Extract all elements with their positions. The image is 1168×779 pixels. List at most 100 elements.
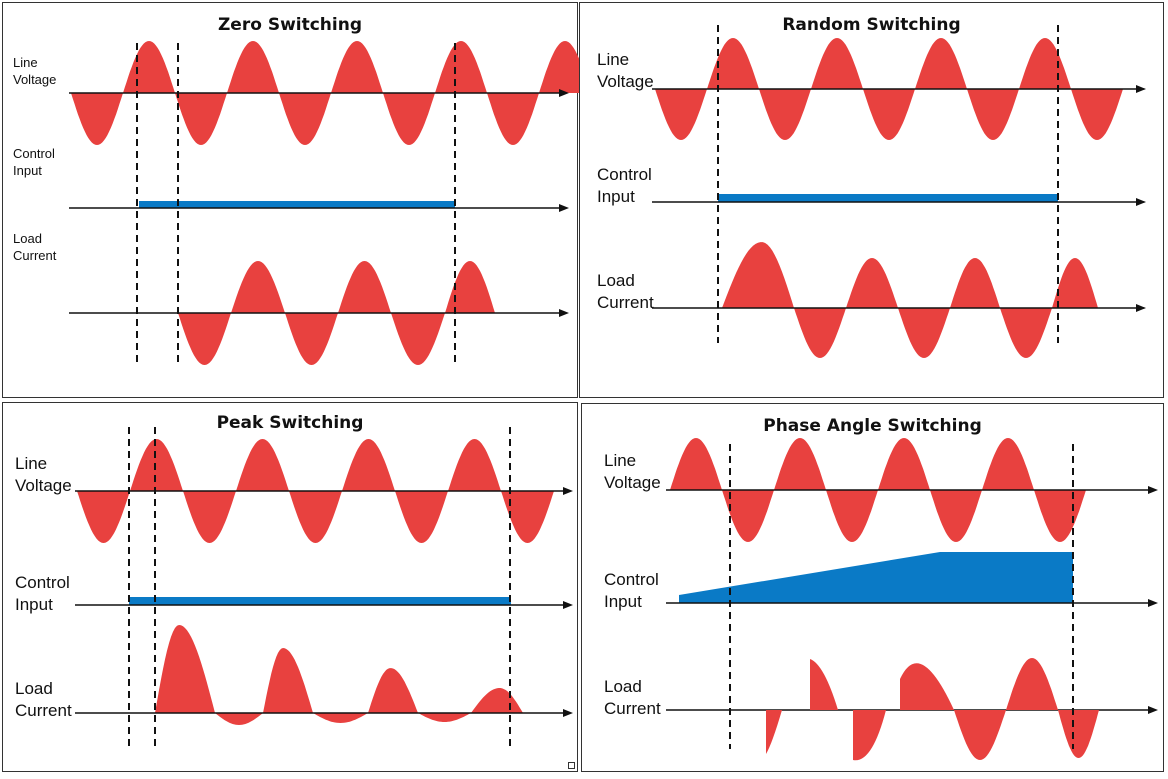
axis-arrowhead — [563, 487, 573, 495]
negative-half-cycle — [794, 308, 846, 358]
control-input-signal — [718, 194, 1058, 202]
negative-half-cycle — [898, 308, 950, 358]
positive-half-cycle — [811, 38, 863, 89]
axis-arrowhead — [559, 89, 569, 97]
positive-half-cycle — [123, 41, 175, 93]
control-input-label: Control Input — [604, 570, 659, 612]
panel-zero-switching: Zero Switching Line Voltage Control Input … — [2, 2, 579, 398]
negative-half-cycle — [1000, 308, 1052, 358]
positive-half-cycle — [130, 439, 183, 491]
peak-switching-waveforms — [75, 427, 573, 751]
positive-half-cycle — [236, 439, 289, 491]
positive-half-cycle — [722, 242, 794, 308]
axis-arrowhead — [1148, 486, 1158, 494]
positive-half-cycle — [1052, 258, 1098, 308]
panel-title: Random Switching — [782, 15, 961, 35]
negative-half-cycle — [1034, 490, 1086, 542]
control-input-signal — [129, 597, 511, 605]
positive-half-cycle — [1019, 38, 1071, 89]
negative-half-cycle — [487, 93, 539, 145]
positive-half-cycle — [950, 258, 1000, 308]
control-input-label: Control Input — [15, 573, 70, 615]
positive-half-cycle — [878, 438, 930, 490]
load-current-label: Load Current — [15, 679, 72, 721]
control-input-label: Control Input — [597, 165, 652, 207]
positive-half-cycle — [231, 261, 285, 313]
negative-half-cycle — [930, 490, 982, 542]
negative-half-cycle — [967, 89, 1019, 140]
positive-half-cycle — [846, 258, 898, 308]
panel-peak-switching: Peak Switching Line Voltage Control Input … — [2, 402, 578, 772]
control-input-signal — [139, 201, 455, 208]
negative-half-cycle — [71, 93, 123, 145]
negative-half-cycle — [655, 89, 707, 140]
positive-half-cycle — [707, 38, 759, 89]
panel-title: Phase Angle Switching — [763, 416, 982, 436]
negative-half-cycle — [954, 710, 1006, 760]
axis-arrowhead — [1148, 706, 1158, 714]
random-switching-waveforms — [652, 25, 1146, 358]
negative-half-cycle — [863, 89, 915, 140]
line-voltage-label: Line Voltage — [13, 55, 57, 87]
negative-half-cycle — [279, 93, 331, 145]
negative-half-cycle — [766, 710, 782, 754]
positive-half-cycle — [774, 438, 826, 490]
axis-arrowhead — [563, 709, 573, 717]
zero-switching-waveforms — [69, 41, 579, 365]
negative-half-cycle — [1071, 89, 1123, 140]
positive-half-cycle — [338, 261, 391, 313]
negative-half-cycle — [215, 713, 263, 725]
positive-half-cycle — [155, 625, 215, 713]
positive-half-cycle — [368, 668, 418, 713]
load-current-label: Load Current — [597, 271, 654, 313]
positive-half-cycle — [331, 41, 383, 93]
negative-half-cycle — [383, 93, 435, 145]
negative-half-cycle — [826, 490, 878, 542]
positive-half-cycle — [227, 41, 279, 93]
negative-half-cycle — [501, 491, 554, 543]
positive-half-cycle — [435, 41, 487, 93]
axis-arrowhead — [563, 601, 573, 609]
negative-half-cycle — [178, 313, 231, 365]
axis-arrowhead — [1136, 85, 1146, 93]
axis-arrowhead — [559, 204, 569, 212]
positive-half-cycle — [263, 648, 313, 713]
panel-random-switching: Random Switching Line Voltage Control Inpu… — [579, 2, 1164, 398]
negative-half-cycle — [313, 713, 368, 723]
axis-arrowhead — [559, 309, 569, 317]
negative-half-cycle — [175, 93, 227, 145]
line-voltage-label: Line Voltage — [597, 50, 654, 92]
negative-half-cycle — [418, 713, 471, 722]
line-voltage-label: Line Voltage — [15, 454, 72, 496]
positive-half-cycle — [539, 41, 579, 93]
load-current-label: Load Current — [13, 231, 57, 263]
positive-half-cycle — [810, 659, 838, 710]
axis-arrowhead — [1148, 599, 1158, 607]
line-voltage-label: Line Voltage — [604, 451, 661, 493]
axis-arrowhead — [1136, 304, 1146, 312]
phase-angle-switching-waveforms — [666, 438, 1158, 761]
negative-half-cycle — [183, 491, 236, 543]
panel-phase-angle-switching: Phase Angle Switching Line Voltage Contro… — [581, 403, 1164, 772]
negative-half-cycle — [289, 491, 342, 543]
panel-title: Zero Switching — [217, 15, 363, 35]
positive-half-cycle — [342, 439, 395, 491]
control-input-ramp-signal — [679, 552, 1073, 603]
negative-half-cycle — [1058, 710, 1099, 758]
axis-arrowhead — [1136, 198, 1146, 206]
positive-half-cycle — [471, 688, 523, 713]
positive-half-cycle — [448, 439, 501, 491]
load-current-label: Load Current — [604, 677, 661, 719]
corner-marker — [568, 762, 575, 769]
positive-half-cycle — [670, 438, 722, 490]
panel-title: Peak Switching — [216, 413, 364, 433]
positive-half-cycle — [915, 38, 967, 89]
positive-half-cycle — [982, 438, 1034, 490]
negative-half-cycle — [853, 710, 886, 761]
positive-half-cycle — [1006, 658, 1058, 710]
negative-half-cycle — [77, 491, 130, 543]
control-input-label: Control Input — [13, 146, 55, 178]
negative-half-cycle — [395, 491, 448, 543]
negative-half-cycle — [391, 313, 445, 365]
negative-half-cycle — [722, 490, 774, 542]
